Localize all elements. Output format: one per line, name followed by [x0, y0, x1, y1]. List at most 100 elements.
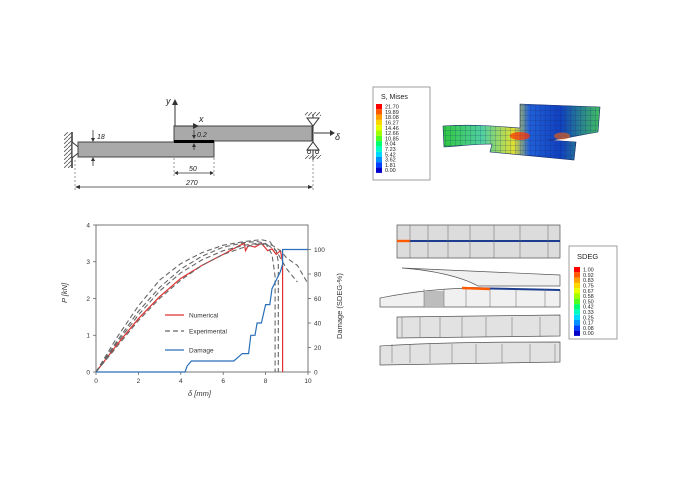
mises-legend-value: 0.00	[385, 168, 396, 174]
legend-label: Numerical	[189, 312, 219, 319]
sdeg-legend-value: 1.00	[583, 268, 594, 274]
mises-legend-swatch	[376, 151, 382, 157]
mises-legend-swatch	[376, 162, 382, 168]
legend-label: Damage	[189, 347, 214, 354]
lower-adherend	[77, 141, 215, 158]
x-tick-label: 4	[179, 378, 183, 385]
mises-legend-value: 12.66	[385, 131, 399, 137]
length-label: 270	[185, 180, 198, 187]
mises-legend-value: 5.42	[385, 152, 396, 158]
x-axis-label: x	[198, 114, 204, 124]
thickness-label: 18	[97, 134, 105, 141]
mises-legend-swatch	[376, 167, 382, 173]
load-displacement-chart: 0 2 4 6 8 10 0 1 2 3 4 0 20 40 60 80 100 δ [mm] P [kN]…	[60, 222, 344, 398]
x-tick-label: 8	[264, 378, 268, 385]
mises-legend-swatch	[376, 141, 382, 147]
mises-legend-title: S, Mises	[381, 94, 408, 101]
y2-tick-label: 60	[314, 296, 322, 303]
sdeg-legend-swatch	[574, 267, 580, 273]
y2-axis-title: Damage (SDEG-%)	[335, 273, 344, 339]
mises-legend-swatch	[376, 125, 382, 131]
series-line	[96, 248, 308, 373]
left-clamp-icon	[64, 132, 83, 168]
sdeg-legend-swatch	[574, 293, 580, 299]
mises-legend-value: 19.89	[385, 110, 399, 116]
sdeg-legend-swatch	[574, 277, 580, 283]
sdeg-legend-value: 0.58	[583, 294, 594, 300]
sdeg-legend-swatch	[574, 298, 580, 305]
right-roller-icon	[305, 112, 321, 160]
mises-legend-value: 16.27	[385, 121, 399, 127]
sdeg-legend-value: 0.17	[583, 321, 594, 327]
mises-legend-swatch	[376, 146, 382, 152]
sdeg-legend-value: 0.42	[583, 305, 594, 311]
sdeg-legend-value: 0.67	[583, 289, 594, 295]
series-line	[95, 239, 298, 373]
series-line	[95, 242, 309, 373]
mises-legend-value: 1.81	[385, 163, 396, 169]
mises-legend-value: 10.85	[385, 136, 399, 142]
mises-legend: S, Mises 21.7019.8918.0816.2714.4612.661…	[372, 86, 431, 181]
mises-legend-swatch	[376, 135, 382, 142]
y-axis-title: P [kN]	[60, 282, 69, 303]
specimen-diagram: δ y x 18 0.2 50	[64, 96, 341, 190]
mesh-state-2	[379, 267, 561, 308]
sdeg-legend-swatch	[574, 325, 580, 331]
x-tick-label: 6	[221, 378, 225, 385]
sdeg-legend-swatch	[574, 304, 580, 310]
sdeg-legend-swatch	[574, 272, 580, 278]
sdeg-legend-swatch	[574, 330, 580, 336]
sdeg-legend-value: 0.50	[583, 299, 594, 305]
x-axis-title: δ [mm]	[188, 389, 212, 398]
adhesive-thickness-label: 0.2	[197, 132, 207, 139]
y2-tick-label: 20	[314, 345, 322, 352]
upper-adherend	[173, 125, 313, 142]
sdeg-legend-swatch	[574, 288, 580, 294]
y-tick-label: 2	[86, 296, 90, 303]
sdeg-legend-value: 0.08	[583, 326, 594, 332]
sdeg-legend: SDEG 1.000.920.830.750.670.580.500.420.3…	[568, 245, 618, 340]
sdeg-legend-swatch	[574, 282, 580, 289]
sdeg-legend-value: 0.75	[583, 284, 594, 290]
sdeg-legend-value: 0.00	[583, 331, 594, 337]
series-line	[95, 240, 276, 373]
y-axis-label: y	[165, 96, 171, 106]
sdeg-legend-value: 0.92	[583, 273, 594, 279]
sdeg-legend-swatch	[574, 314, 580, 320]
series-line	[95, 242, 279, 373]
mises-legend-swatch	[376, 130, 382, 136]
mesh-state-1	[396, 224, 561, 259]
sdeg-legend-swatch	[574, 309, 580, 315]
sdeg-legend-value: 0.83	[583, 278, 594, 284]
x-tick-label: 0	[94, 378, 98, 385]
adhesive-layer	[174, 140, 214, 143]
y2-tick-label: 80	[314, 271, 322, 278]
mises-legend-swatch	[376, 104, 382, 110]
mises-legend-swatch	[376, 119, 382, 126]
y-tick-label: 1	[86, 333, 90, 340]
overlap-label: 50	[189, 166, 197, 173]
coordinate-axes: y x	[165, 96, 204, 129]
deformed-mesh-contour	[442, 103, 601, 161]
sdeg-legend-value: 0.33	[583, 310, 594, 316]
sdeg-legend-value: 0.25	[583, 315, 594, 321]
y2-tick-label: 100	[314, 247, 325, 254]
crack-propagation-meshes	[379, 224, 561, 366]
mises-legend-value: 9.04	[385, 142, 396, 148]
mises-legend-value: 3.62	[385, 158, 396, 164]
mesh-state-3	[379, 314, 561, 366]
mises-legend-value: 7.23	[385, 147, 396, 153]
mises-legend-value: 21.70	[385, 105, 399, 111]
y2-tick-label: 0	[314, 369, 318, 376]
y2-tick-label: 40	[314, 320, 322, 327]
series-line	[95, 242, 284, 373]
y-tick-label: 0	[86, 369, 90, 376]
mises-legend-swatch	[376, 114, 382, 120]
sdeg-legend-swatch	[574, 320, 580, 326]
y-tick-label: 3	[86, 259, 90, 266]
mises-legend-swatch	[376, 109, 382, 115]
mises-legend-value: 18.08	[385, 115, 399, 121]
mises-legend-swatch	[376, 157, 382, 163]
legend-label: Experimental	[189, 328, 227, 335]
y-tick-label: 4	[86, 222, 90, 229]
